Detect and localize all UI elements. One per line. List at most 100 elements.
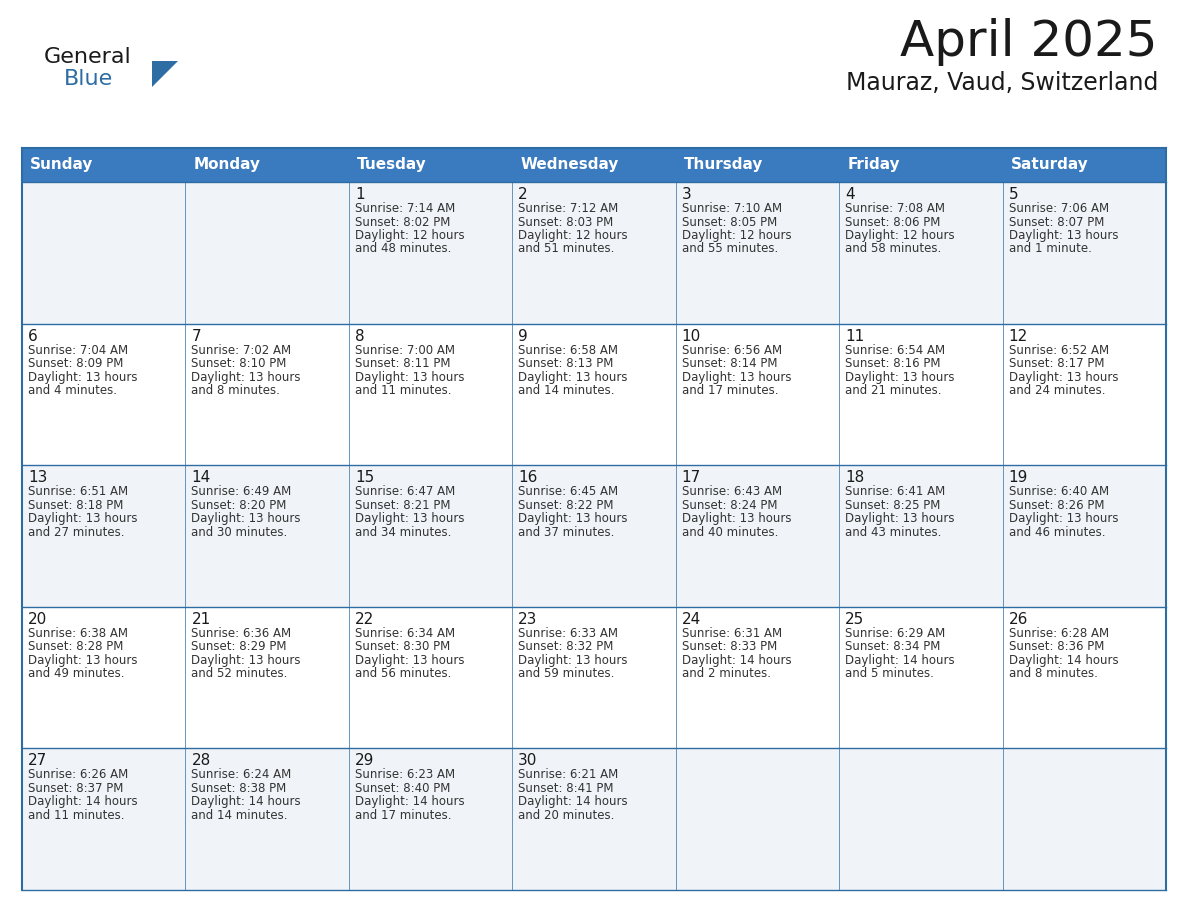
Bar bbox=[23, 324, 1165, 465]
Text: Daylight: 13 hours: Daylight: 13 hours bbox=[191, 371, 301, 384]
Text: Thursday: Thursday bbox=[684, 158, 763, 173]
Text: Sunset: 8:09 PM: Sunset: 8:09 PM bbox=[29, 357, 124, 370]
Text: Sunset: 8:24 PM: Sunset: 8:24 PM bbox=[682, 498, 777, 511]
Text: Sunrise: 6:45 AM: Sunrise: 6:45 AM bbox=[518, 486, 619, 498]
Text: Blue: Blue bbox=[64, 69, 113, 89]
Text: Daylight: 13 hours: Daylight: 13 hours bbox=[29, 512, 138, 525]
Text: 10: 10 bbox=[682, 329, 701, 343]
Text: Daylight: 13 hours: Daylight: 13 hours bbox=[845, 512, 955, 525]
Text: Sunset: 8:10 PM: Sunset: 8:10 PM bbox=[191, 357, 286, 370]
Text: Sunrise: 7:06 AM: Sunrise: 7:06 AM bbox=[1009, 202, 1108, 215]
Text: and 17 minutes.: and 17 minutes. bbox=[355, 809, 451, 822]
Text: Sunset: 8:37 PM: Sunset: 8:37 PM bbox=[29, 782, 124, 795]
Text: and 20 minutes.: and 20 minutes. bbox=[518, 809, 614, 822]
Text: and 14 minutes.: and 14 minutes. bbox=[518, 384, 614, 397]
Text: Daylight: 14 hours: Daylight: 14 hours bbox=[845, 654, 955, 666]
Text: Sunset: 8:26 PM: Sunset: 8:26 PM bbox=[1009, 498, 1104, 511]
Text: 22: 22 bbox=[355, 611, 374, 627]
Text: 6: 6 bbox=[29, 329, 38, 343]
Text: and 30 minutes.: and 30 minutes. bbox=[191, 526, 287, 539]
Text: Sunset: 8:05 PM: Sunset: 8:05 PM bbox=[682, 216, 777, 229]
Text: Sunset: 8:30 PM: Sunset: 8:30 PM bbox=[355, 640, 450, 654]
Text: Sunset: 8:20 PM: Sunset: 8:20 PM bbox=[191, 498, 286, 511]
Text: Daylight: 13 hours: Daylight: 13 hours bbox=[29, 654, 138, 666]
Text: 18: 18 bbox=[845, 470, 865, 486]
Text: Sunset: 8:21 PM: Sunset: 8:21 PM bbox=[355, 498, 450, 511]
Text: and 56 minutes.: and 56 minutes. bbox=[355, 667, 451, 680]
Text: Sunset: 8:06 PM: Sunset: 8:06 PM bbox=[845, 216, 941, 229]
Text: Sunset: 8:32 PM: Sunset: 8:32 PM bbox=[518, 640, 614, 654]
Text: Sunrise: 7:02 AM: Sunrise: 7:02 AM bbox=[191, 343, 291, 356]
Text: Sunset: 8:38 PM: Sunset: 8:38 PM bbox=[191, 782, 286, 795]
Text: Sunrise: 7:04 AM: Sunrise: 7:04 AM bbox=[29, 343, 128, 356]
Text: and 8 minutes.: and 8 minutes. bbox=[191, 384, 280, 397]
Text: and 2 minutes.: and 2 minutes. bbox=[682, 667, 771, 680]
Text: and 21 minutes.: and 21 minutes. bbox=[845, 384, 942, 397]
Text: Sunset: 8:07 PM: Sunset: 8:07 PM bbox=[1009, 216, 1104, 229]
Text: and 58 minutes.: and 58 minutes. bbox=[845, 242, 941, 255]
Text: 19: 19 bbox=[1009, 470, 1028, 486]
Text: Daylight: 13 hours: Daylight: 13 hours bbox=[1009, 229, 1118, 242]
Text: Sunset: 8:13 PM: Sunset: 8:13 PM bbox=[518, 357, 614, 370]
Text: Daylight: 14 hours: Daylight: 14 hours bbox=[1009, 654, 1118, 666]
Text: and 1 minute.: and 1 minute. bbox=[1009, 242, 1092, 255]
Text: Friday: Friday bbox=[847, 158, 899, 173]
Text: 11: 11 bbox=[845, 329, 865, 343]
Text: Sunrise: 7:08 AM: Sunrise: 7:08 AM bbox=[845, 202, 946, 215]
Text: Sunrise: 6:51 AM: Sunrise: 6:51 AM bbox=[29, 486, 128, 498]
Text: and 14 minutes.: and 14 minutes. bbox=[191, 809, 287, 822]
Text: 5: 5 bbox=[1009, 187, 1018, 202]
Text: and 8 minutes.: and 8 minutes. bbox=[1009, 667, 1098, 680]
Text: Sunset: 8:02 PM: Sunset: 8:02 PM bbox=[355, 216, 450, 229]
Text: Sunrise: 6:49 AM: Sunrise: 6:49 AM bbox=[191, 486, 292, 498]
Text: Sunrise: 6:47 AM: Sunrise: 6:47 AM bbox=[355, 486, 455, 498]
Text: Daylight: 13 hours: Daylight: 13 hours bbox=[518, 371, 627, 384]
Text: 27: 27 bbox=[29, 754, 48, 768]
Bar bbox=[23, 182, 1165, 324]
Text: and 4 minutes.: and 4 minutes. bbox=[29, 384, 116, 397]
Text: Sunrise: 6:23 AM: Sunrise: 6:23 AM bbox=[355, 768, 455, 781]
Text: Daylight: 13 hours: Daylight: 13 hours bbox=[1009, 371, 1118, 384]
Text: Daylight: 13 hours: Daylight: 13 hours bbox=[29, 371, 138, 384]
Text: Daylight: 13 hours: Daylight: 13 hours bbox=[355, 512, 465, 525]
Text: 21: 21 bbox=[191, 611, 210, 627]
Text: 2: 2 bbox=[518, 187, 527, 202]
Text: 28: 28 bbox=[191, 754, 210, 768]
Text: 14: 14 bbox=[191, 470, 210, 486]
Text: April 2025: April 2025 bbox=[901, 18, 1158, 66]
Text: 17: 17 bbox=[682, 470, 701, 486]
Text: and 51 minutes.: and 51 minutes. bbox=[518, 242, 614, 255]
Text: and 27 minutes.: and 27 minutes. bbox=[29, 526, 125, 539]
Text: Sunset: 8:03 PM: Sunset: 8:03 PM bbox=[518, 216, 613, 229]
Text: and 55 minutes.: and 55 minutes. bbox=[682, 242, 778, 255]
Text: and 34 minutes.: and 34 minutes. bbox=[355, 526, 451, 539]
Text: Daylight: 13 hours: Daylight: 13 hours bbox=[1009, 512, 1118, 525]
Text: Daylight: 13 hours: Daylight: 13 hours bbox=[355, 371, 465, 384]
Text: Sunrise: 6:29 AM: Sunrise: 6:29 AM bbox=[845, 627, 946, 640]
Text: and 46 minutes.: and 46 minutes. bbox=[1009, 526, 1105, 539]
Text: 15: 15 bbox=[355, 470, 374, 486]
Text: Sunrise: 6:28 AM: Sunrise: 6:28 AM bbox=[1009, 627, 1108, 640]
Text: Daylight: 13 hours: Daylight: 13 hours bbox=[518, 512, 627, 525]
Text: Sunrise: 6:36 AM: Sunrise: 6:36 AM bbox=[191, 627, 291, 640]
Text: Daylight: 12 hours: Daylight: 12 hours bbox=[845, 229, 955, 242]
Text: Saturday: Saturday bbox=[1011, 158, 1088, 173]
Text: Daylight: 12 hours: Daylight: 12 hours bbox=[518, 229, 628, 242]
Text: and 5 minutes.: and 5 minutes. bbox=[845, 667, 934, 680]
Text: Sunrise: 6:56 AM: Sunrise: 6:56 AM bbox=[682, 343, 782, 356]
Text: 1: 1 bbox=[355, 187, 365, 202]
Text: Daylight: 13 hours: Daylight: 13 hours bbox=[191, 512, 301, 525]
Text: 29: 29 bbox=[355, 754, 374, 768]
Text: 16: 16 bbox=[518, 470, 538, 486]
Text: 24: 24 bbox=[682, 611, 701, 627]
Text: Sunday: Sunday bbox=[30, 158, 94, 173]
Text: Sunrise: 7:00 AM: Sunrise: 7:00 AM bbox=[355, 343, 455, 356]
Text: Sunset: 8:40 PM: Sunset: 8:40 PM bbox=[355, 782, 450, 795]
Text: 13: 13 bbox=[29, 470, 48, 486]
Text: Sunset: 8:29 PM: Sunset: 8:29 PM bbox=[191, 640, 287, 654]
Text: and 17 minutes.: and 17 minutes. bbox=[682, 384, 778, 397]
Text: 26: 26 bbox=[1009, 611, 1028, 627]
Text: Daylight: 13 hours: Daylight: 13 hours bbox=[355, 654, 465, 666]
Text: Sunset: 8:25 PM: Sunset: 8:25 PM bbox=[845, 498, 941, 511]
Text: 23: 23 bbox=[518, 611, 538, 627]
